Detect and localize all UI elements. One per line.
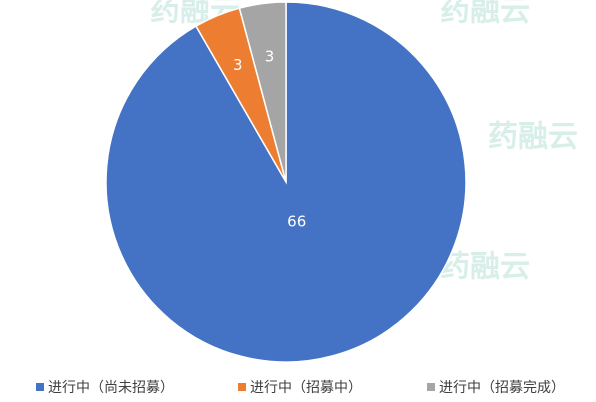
legend: 进行中（尚未招募） 进行中（招募中） 进行中（招募完成）: [36, 380, 565, 396]
legend-swatch: [36, 383, 44, 391]
data-label: 3: [265, 48, 275, 66]
watermark: 药融云: [440, 250, 530, 285]
legend-label: 进行中（招募完成）: [439, 380, 565, 396]
watermark: 药融云: [488, 120, 578, 155]
pie: 66 3 3: [105, 1, 467, 363]
pie-slice: [238, 1, 287, 183]
data-label: 66: [287, 212, 306, 230]
watermark: 药融云: [440, 0, 530, 29]
legend-label: 进行中（招募中）: [250, 380, 362, 396]
legend-label: 进行中（尚未招募）: [48, 380, 174, 396]
data-label: 3: [233, 56, 243, 74]
legend-swatch: [238, 383, 246, 391]
legend-swatch: [427, 383, 435, 391]
